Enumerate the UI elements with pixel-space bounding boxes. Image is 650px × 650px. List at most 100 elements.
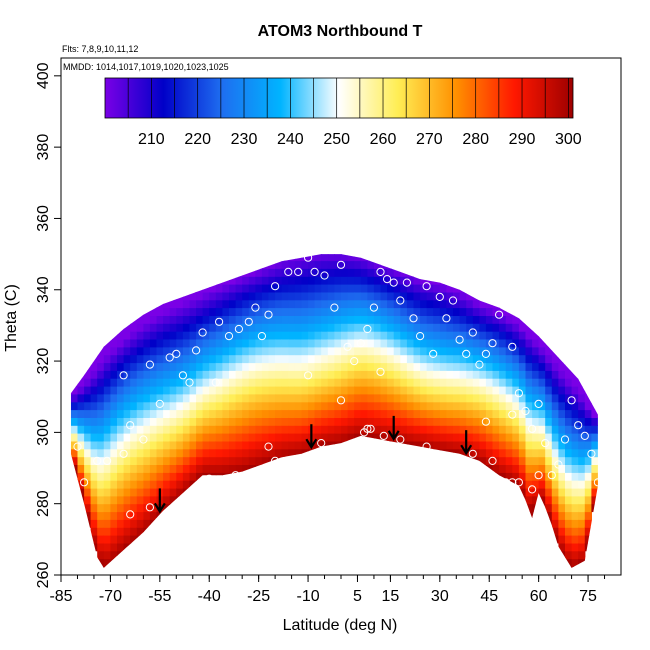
x-tick-label: 60 bbox=[530, 588, 548, 605]
field-cell bbox=[242, 393, 250, 403]
field-cell bbox=[485, 456, 494, 465]
field-cell bbox=[301, 354, 309, 364]
field-cell bbox=[288, 245, 295, 253]
obs-point bbox=[185, 378, 194, 387]
field-cell bbox=[327, 331, 335, 340]
field-cell bbox=[360, 254, 368, 262]
field-cell bbox=[413, 448, 421, 458]
field-cell bbox=[426, 370, 434, 379]
field-cell bbox=[209, 354, 217, 364]
field-cell bbox=[551, 401, 559, 411]
field-cell bbox=[361, 245, 368, 253]
field-cell bbox=[196, 378, 204, 387]
field-cell bbox=[163, 425, 171, 434]
field-cell bbox=[393, 323, 401, 332]
field-cell bbox=[348, 245, 355, 253]
field-cell bbox=[373, 339, 382, 348]
field-cell bbox=[202, 354, 210, 364]
field-cell bbox=[571, 488, 579, 497]
field-cell bbox=[97, 535, 105, 544]
field-cell bbox=[301, 370, 309, 379]
field-cell bbox=[347, 268, 355, 277]
field-cell bbox=[578, 550, 586, 560]
field-cell bbox=[406, 370, 415, 379]
field-cell bbox=[347, 417, 355, 426]
field-cell bbox=[235, 307, 243, 316]
field-cell bbox=[479, 464, 487, 473]
field-cell bbox=[275, 299, 283, 309]
field-cell bbox=[136, 370, 144, 379]
field-cell bbox=[545, 488, 553, 497]
field-cell bbox=[123, 354, 131, 364]
field-cell bbox=[294, 409, 303, 418]
field-cell bbox=[433, 315, 441, 324]
field-cell bbox=[255, 386, 263, 395]
field-cell bbox=[189, 409, 197, 418]
field-cell bbox=[492, 378, 500, 387]
field-cell bbox=[512, 440, 520, 450]
field-cell bbox=[525, 362, 533, 371]
field-cell bbox=[393, 378, 401, 387]
field-cell bbox=[123, 550, 131, 560]
field-cell bbox=[229, 425, 237, 434]
field-cell bbox=[400, 409, 408, 418]
field-cell bbox=[84, 409, 92, 418]
field-cell bbox=[215, 393, 223, 403]
field-cell bbox=[453, 346, 461, 356]
obs-point bbox=[528, 424, 537, 433]
field-cell bbox=[413, 291, 421, 301]
field-cell bbox=[426, 323, 434, 332]
field-cell bbox=[393, 409, 401, 418]
field-cell bbox=[420, 386, 428, 395]
field-cell bbox=[281, 268, 289, 277]
field-cell bbox=[149, 323, 158, 332]
field-cell bbox=[248, 409, 256, 418]
field-cell bbox=[130, 339, 138, 348]
field-cell bbox=[90, 386, 98, 395]
field-cell bbox=[136, 409, 144, 418]
field-cell bbox=[492, 307, 500, 316]
field-cell bbox=[406, 433, 415, 442]
field-cell bbox=[248, 354, 256, 364]
field-cell bbox=[558, 401, 566, 411]
field-cell bbox=[334, 331, 342, 340]
field-cell bbox=[591, 409, 598, 418]
field-cell bbox=[261, 393, 270, 403]
field-cell bbox=[538, 417, 546, 426]
field-cell bbox=[558, 480, 566, 489]
field-cell bbox=[565, 362, 573, 371]
field-cell bbox=[459, 378, 467, 387]
field-cell bbox=[321, 448, 329, 458]
field-cell bbox=[110, 503, 118, 513]
obs-point bbox=[310, 267, 319, 276]
field-cell bbox=[426, 307, 434, 316]
field-cell bbox=[163, 480, 171, 489]
field-cell bbox=[90, 378, 98, 387]
field-cell bbox=[176, 354, 184, 364]
field-cell bbox=[571, 401, 579, 411]
field-cell bbox=[130, 527, 138, 536]
field-cell bbox=[499, 417, 507, 426]
field-cell bbox=[354, 346, 362, 356]
field-cell bbox=[571, 464, 579, 473]
field-cell bbox=[261, 276, 270, 285]
field-cell bbox=[373, 260, 382, 269]
field-cell bbox=[70, 472, 79, 481]
field-cell bbox=[117, 362, 125, 371]
field-cell bbox=[110, 495, 118, 505]
field-cell bbox=[558, 417, 566, 426]
field-cell bbox=[373, 307, 382, 316]
field-cell bbox=[545, 417, 553, 426]
field-cell bbox=[518, 378, 527, 387]
field-cell bbox=[341, 323, 349, 332]
field-cell bbox=[341, 245, 348, 253]
field-cell bbox=[459, 299, 467, 309]
field-cell bbox=[70, 401, 79, 411]
field-cell bbox=[77, 433, 85, 442]
field-cell bbox=[235, 291, 243, 301]
field-cell bbox=[235, 299, 243, 309]
field-cell bbox=[136, 417, 144, 426]
field-cell bbox=[367, 417, 375, 426]
field-cell bbox=[301, 417, 309, 426]
field-cell bbox=[354, 401, 362, 411]
